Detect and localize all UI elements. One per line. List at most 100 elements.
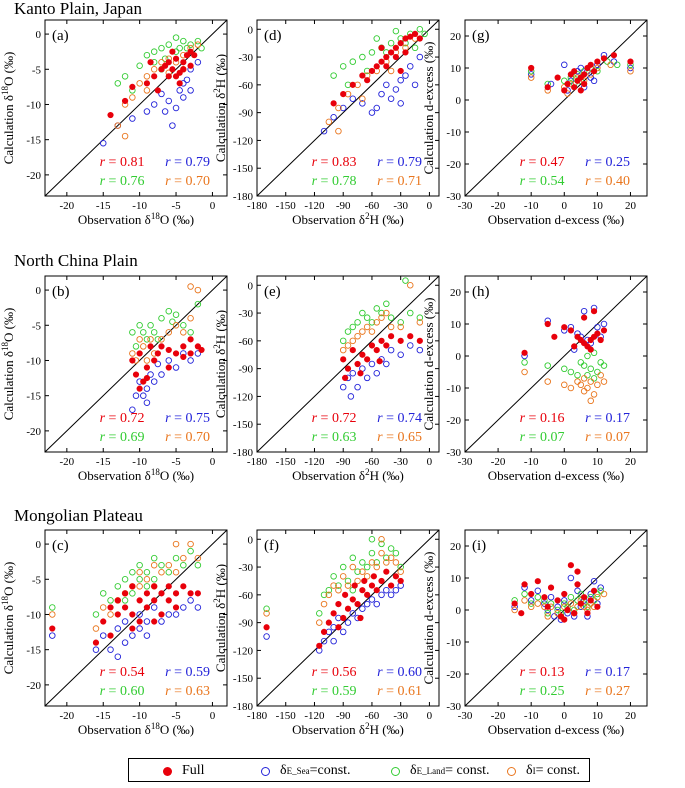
data-point-full [378,58,385,65]
data-point-full [584,610,591,617]
data-point-sea [132,392,140,399]
data-point-sea [416,346,424,354]
data-point-full [373,347,380,354]
data-point-full [590,308,598,315]
legend-sub-land: E_Land [416,766,446,776]
data-point-i [330,582,337,589]
x-tick-label: -5 [171,456,181,468]
x-tick-label: -15 [96,710,111,722]
data-point-full [180,59,187,66]
data-point-i [194,286,202,294]
data-point-full [316,642,323,649]
y-tick-label: -30 [446,191,461,203]
data-point-sea [121,639,129,646]
data-point-i [172,568,180,576]
data-point-sea [99,139,107,147]
data-point-land [383,300,390,308]
data-point-full [574,581,581,588]
data-point-full [180,353,187,361]
data-point-i [136,568,143,576]
data-point-i [143,357,151,364]
data-point-full [143,604,151,611]
data-point-sea [194,350,202,357]
data-point-land [150,576,158,583]
data-point-land [416,314,424,321]
data-point-full [107,604,114,611]
x-tick-label: -30 [458,456,473,468]
x-axis-label: Observation δ18O (‰) [78,721,194,737]
data-point-i [590,391,598,398]
data-point-sea [147,371,154,378]
data-point-land [349,554,357,562]
data-point-full [320,628,328,635]
y-tick-label: -20 [26,680,41,692]
data-point-sea [547,80,555,88]
data-point-full [567,562,574,569]
data-point-land [397,319,404,326]
data-point-full [176,80,183,87]
y-tick-label: -10 [26,355,41,367]
data-point-sea [165,97,173,105]
data-point-land [147,322,154,329]
one-to-one-line [44,529,228,707]
data-point-i [594,64,601,72]
data-point-full [364,77,371,84]
data-point-sea [383,81,390,89]
legend-delta-sea: δ [280,763,287,778]
plot-frame [464,275,648,453]
x-tick-label: -10 [524,456,539,468]
data-point-full [169,48,176,55]
data-point-i [580,375,588,382]
data-point-i [172,322,180,329]
x-tick-label: 0 [562,710,568,722]
data-point-full [100,618,107,625]
data-point-land [521,590,528,598]
data-point-land [339,63,347,70]
data-point-land [577,590,585,598]
x-tick-label: 0 [427,456,433,468]
data-point-sea [158,371,165,378]
data-point-full [335,624,342,631]
panel-label: (h) [472,284,490,300]
data-point-i [316,619,323,626]
data-point-full [132,371,140,378]
y-tick-label: -20 [26,426,41,438]
data-point-land [339,337,347,345]
data-point-sea [143,632,151,639]
plot-frame [256,529,440,707]
data-point-i [577,381,585,389]
data-point-i [344,582,352,589]
panel-f: -180 -150 -120 -90 -60 -30 0 0 -30 -60 -90 -120 -150… [212,529,440,737]
x-axis-label: Observation δ18O (‰) [78,467,194,483]
y-tick-label: -120 [233,135,254,147]
plot-frame [464,19,648,197]
data-point-i [49,611,56,618]
data-point-sea [416,53,424,61]
data-point-sea [320,127,328,135]
x-tick-label: 0 [562,456,568,468]
data-point-full [340,614,347,622]
data-point-full [191,52,198,59]
data-point-i [574,378,581,385]
x-tick-label: -20 [60,456,75,468]
y-tick-label: -90 [238,618,253,630]
data-point-sea [580,307,588,315]
data-point-full [383,53,390,61]
legend-sub-i: I [532,766,536,776]
data-point-land [378,540,385,548]
data-point-i [180,329,187,336]
data-point-full [587,346,594,353]
y-axis-label: Calculation δ18O (‰) [0,52,16,165]
data-point-i [368,328,376,335]
data-point-full [518,610,525,617]
data-point-land [129,590,136,597]
y-tick-label: -15 [26,135,41,147]
panel-c: -20 -15 -10 -5 0 0 -5 -10 -15 -20 (c) Observation δ… [0,529,228,737]
r-value-land: r = 0.25 [520,684,565,699]
data-point-i [359,568,366,575]
data-point-land [180,561,187,569]
data-point-i [172,540,180,548]
data-point-land [165,307,173,315]
data-point-full [121,604,129,611]
data-point-full [114,611,121,618]
